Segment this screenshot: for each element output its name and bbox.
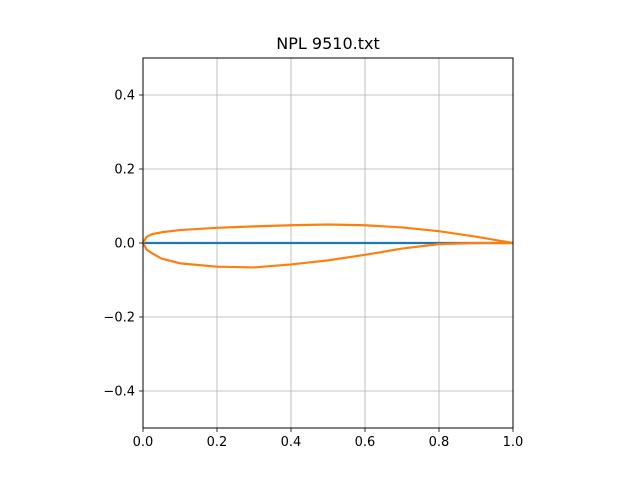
x-tick-label: 1.0 xyxy=(503,435,524,450)
x-tick-label: 0.4 xyxy=(281,435,302,450)
y-tick-label: −0.2 xyxy=(103,311,135,326)
x-tick-label: 0.0 xyxy=(133,435,154,450)
y-tick-label: 0.4 xyxy=(114,89,135,104)
y-tick-label: 0.2 xyxy=(114,163,135,178)
x-tick-label: 0.6 xyxy=(355,435,376,450)
x-tick-label: 0.2 xyxy=(207,435,228,450)
axis-ticks: 0.0 0.2 0.4 0.6 0.8 1.0 −0.4 −0.2 0.0 0.2 0.4 xyxy=(103,89,523,451)
y-tick-label: −0.4 xyxy=(103,385,135,400)
chart-title: NPL 9510.txt xyxy=(276,34,379,53)
y-tick-label: 0.0 xyxy=(114,237,135,252)
x-tick-label: 0.8 xyxy=(429,435,450,450)
